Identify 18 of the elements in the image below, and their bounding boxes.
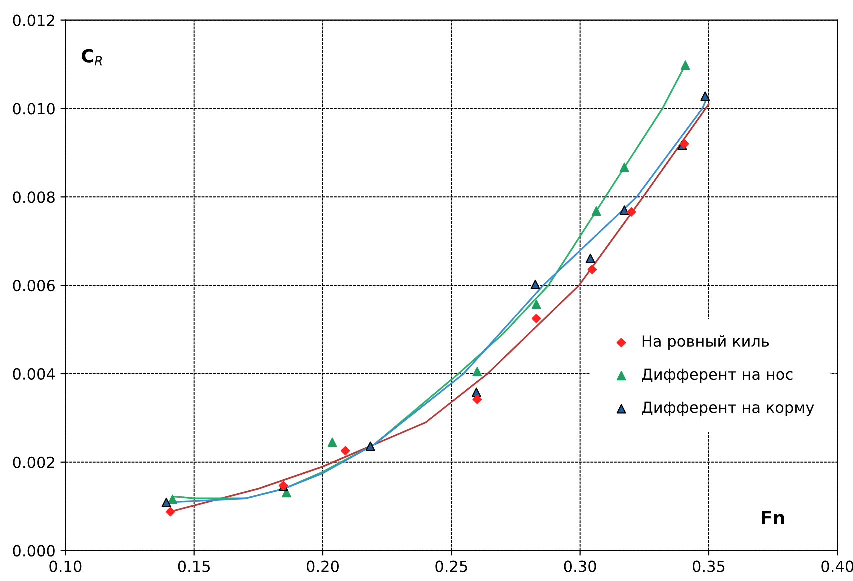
y-tick-label: 0.004 — [13, 368, 56, 380]
legend-label: На ровный киль — [642, 335, 770, 350]
x-tick-label: 0.20 — [307, 560, 339, 572]
x-tick-label: 0.30 — [564, 560, 596, 572]
y-axis-title: C$_{R}$ — [82, 49, 102, 66]
y-tick-label: 0.008 — [13, 192, 55, 204]
x-tick-label: 0.25 — [436, 560, 468, 572]
legend-label: Дифферент на нос — [642, 368, 793, 384]
y-tick-label: 0.000 — [13, 545, 55, 557]
y-tick-label: 0.012 — [13, 14, 54, 26]
legend-label: Дифферент на корму — [642, 402, 814, 416]
x-axis-title: Fn — [762, 511, 784, 524]
x-tick-label: 0.35 — [692, 560, 725, 572]
y-tick-label: 0.002 — [13, 456, 54, 468]
y-tick-label: 0.010 — [13, 103, 55, 115]
y-tick-label: 0.006 — [13, 280, 55, 292]
x-tick-label: 0.10 — [50, 560, 82, 572]
x-tick-label: 0.15 — [178, 560, 210, 572]
